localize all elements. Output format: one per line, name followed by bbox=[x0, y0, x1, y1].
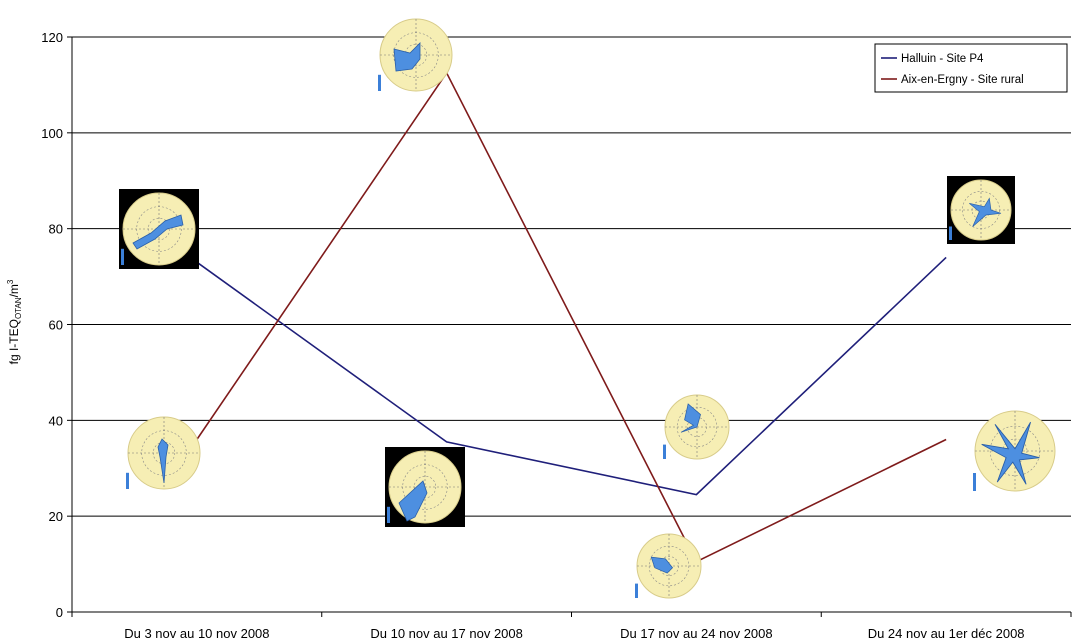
wind-rose-icon bbox=[119, 189, 199, 269]
y-tick-label: 20 bbox=[49, 509, 63, 524]
gridlines bbox=[67, 36, 1071, 613]
wind-rose-icon bbox=[378, 18, 453, 92]
y-tick-label: 0 bbox=[56, 605, 63, 620]
icon-scale-bar bbox=[121, 248, 124, 265]
y-tick-label: 100 bbox=[41, 126, 63, 141]
icon-scale-bar bbox=[949, 226, 952, 240]
icon-scale-bar bbox=[378, 74, 381, 91]
legend: Halluin - Site P4 Aix-en-Ergny - Site rur… bbox=[874, 43, 1068, 93]
icon-scale-bar bbox=[126, 472, 129, 489]
icon-rose-shape bbox=[132, 214, 184, 250]
wind-rose-icon bbox=[635, 533, 702, 599]
series-line-1 bbox=[196, 71, 947, 563]
icon-scale-bar bbox=[635, 583, 638, 598]
x-tick-labels: Du 3 nov au 10 nov 2008 Du 10 nov au 17 n… bbox=[124, 626, 1024, 641]
series-line-0 bbox=[196, 256, 947, 496]
y-tick-label: 60 bbox=[49, 318, 63, 333]
legend-box bbox=[874, 43, 1068, 93]
x-tick-label: Du 3 nov au 10 nov 2008 bbox=[124, 626, 269, 641]
legend-label: Aix-en-Ergny - Site rural bbox=[901, 74, 1024, 86]
icon-rose-shape bbox=[398, 480, 428, 522]
x-tick-label: Du 17 nov au 24 nov 2008 bbox=[620, 626, 773, 641]
icon-scale-bar bbox=[663, 444, 666, 459]
x-tick-label: Du 10 nov au 17 nov 2008 bbox=[370, 626, 523, 641]
legend-label: Halluin - Site P4 bbox=[901, 53, 984, 65]
wind-rose-icon bbox=[126, 416, 201, 490]
y-tick-label: 120 bbox=[41, 30, 63, 45]
wind-rose-icon bbox=[663, 394, 730, 460]
icon-rose-shape bbox=[969, 197, 1002, 227]
icon-rose-shape bbox=[157, 438, 169, 484]
y-tick-labels: 0 20 40 60 80 100 120 bbox=[41, 30, 63, 620]
y-axis-label: fg I-TEQOTAN/m3 bbox=[6, 279, 23, 364]
icon-rose-shape bbox=[981, 421, 1040, 485]
wind-rose-icon bbox=[973, 410, 1056, 492]
axes bbox=[71, 37, 1072, 617]
y-tick-label: 40 bbox=[49, 413, 63, 428]
wind-rose-icon bbox=[947, 176, 1015, 244]
series-lines bbox=[196, 71, 947, 563]
y-tick-label: 80 bbox=[49, 222, 63, 237]
icon-rose-shape bbox=[650, 556, 674, 574]
icon-rose-shape bbox=[393, 42, 421, 72]
wind-rose-icon bbox=[385, 447, 465, 527]
icon-rose-shape bbox=[680, 403, 701, 433]
wind-rose-icons bbox=[119, 18, 1056, 599]
icon-scale-bar bbox=[973, 473, 976, 491]
x-tick-label: Du 24 nov au 1er déc 2008 bbox=[868, 626, 1025, 641]
icon-scale-bar bbox=[387, 506, 390, 523]
